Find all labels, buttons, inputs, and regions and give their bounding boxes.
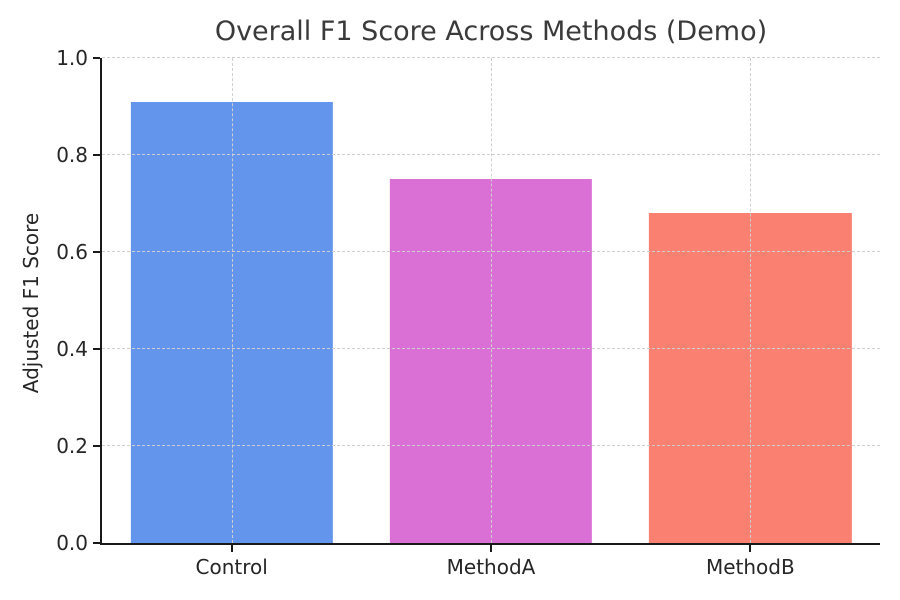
y-tick-label: 0.2 [56, 434, 88, 458]
y-tick-mark [93, 542, 100, 544]
bottom-spine [100, 543, 880, 545]
y-tick-mark [93, 57, 100, 59]
axes-spines [100, 58, 880, 545]
plot-area: 0.0 0.2 0.4 0.6 0.8 1.0 Control MethodA MethodB [56, 46, 880, 579]
y-axis-label: Adjusted F1 Score [19, 212, 43, 394]
y-tick-label: 0.6 [56, 240, 88, 264]
bar-control [130, 101, 333, 543]
x-tick-label-control: Control [195, 555, 268, 579]
y-tick-label: 0.0 [56, 531, 88, 555]
x-tick-mark [749, 545, 752, 552]
x-tick-label-methoda: MethodA [446, 555, 536, 579]
tick-layer: 0.0 0.2 0.4 0.6 0.8 1.0 Control MethodA MethodB [56, 46, 880, 579]
bar-methoda [389, 179, 593, 543]
y-tick-label: 0.4 [56, 337, 88, 361]
left-spine [100, 58, 102, 545]
bar-methodb [649, 213, 852, 543]
x-tick-mark [490, 545, 492, 552]
y-tick-mark [93, 251, 100, 253]
x-tick-label-methodb: MethodB [705, 555, 795, 579]
x-tick-mark [230, 545, 233, 552]
y-tick-label: 0.8 [56, 143, 88, 167]
y-tick-mark [93, 348, 100, 350]
y-tick-label: 1.0 [56, 46, 88, 70]
chart-title: Overall F1 Score Across Methods (Demo) [214, 16, 768, 47]
y-tick-mark [93, 445, 100, 447]
y-tick-mark [93, 154, 100, 156]
